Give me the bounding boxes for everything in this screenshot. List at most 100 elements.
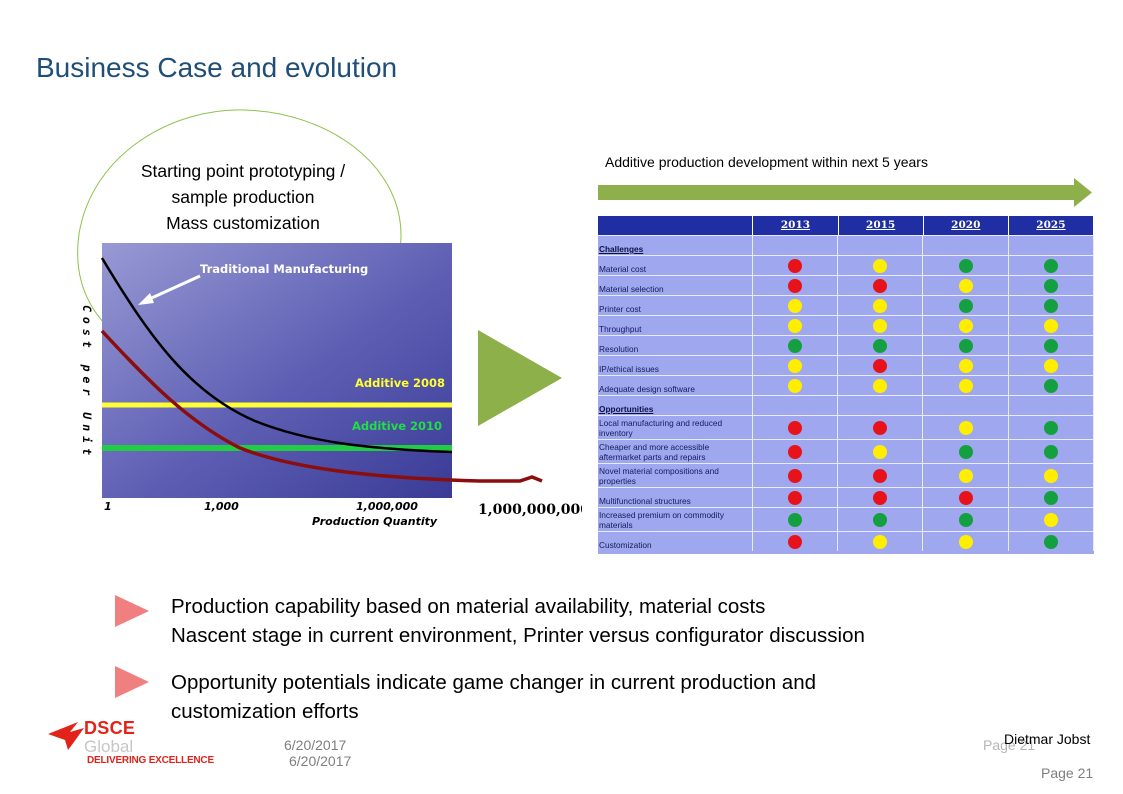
status-cell bbox=[753, 488, 839, 507]
status-cell bbox=[1009, 336, 1094, 355]
status-cell bbox=[1009, 236, 1094, 255]
status-cell bbox=[1009, 256, 1094, 275]
additive-2010-label: Additive 2010 bbox=[352, 419, 442, 433]
logo-bird-icon bbox=[48, 722, 84, 750]
roadmap-row: Cheaper and more accessible aftermarket … bbox=[598, 439, 1094, 463]
roadmap-section-row: Opportunities bbox=[598, 395, 1094, 415]
year-header: 2013 bbox=[753, 216, 839, 235]
bullet-arrow-icon bbox=[115, 666, 149, 698]
status-cell bbox=[838, 236, 924, 255]
roadmap-row: Novel material compositions and properti… bbox=[598, 463, 1094, 487]
green-status-dot-icon bbox=[787, 512, 802, 527]
red-status-dot-icon bbox=[787, 258, 802, 273]
status-cell bbox=[1009, 416, 1094, 439]
y-axis-label: Cost per Unit bbox=[80, 305, 94, 460]
status-cell bbox=[753, 464, 839, 487]
status-cell bbox=[923, 316, 1009, 335]
status-cell bbox=[1009, 316, 1094, 335]
yellow-status-dot-icon bbox=[787, 358, 802, 373]
status-cell bbox=[838, 396, 924, 415]
roadmap-row: IP/ethical issues bbox=[598, 355, 1094, 375]
green-status-dot-icon bbox=[1043, 534, 1058, 549]
status-cell bbox=[1009, 376, 1094, 395]
status-cell bbox=[838, 532, 924, 551]
slide-title: Business Case and evolution bbox=[36, 52, 398, 83]
red-status-dot-icon bbox=[787, 468, 802, 483]
roadmap-section-row: Challenges bbox=[598, 235, 1094, 255]
status-cell bbox=[923, 236, 1009, 255]
status-cell bbox=[753, 396, 839, 415]
bullet-line: Opportunity potentials indicate game cha… bbox=[171, 671, 817, 694]
status-cell bbox=[923, 488, 1009, 507]
yellow-status-dot-icon bbox=[958, 534, 973, 549]
green-status-dot-icon bbox=[958, 298, 973, 313]
status-cell bbox=[923, 276, 1009, 295]
row-label: Multifunctional structures bbox=[598, 488, 753, 507]
bubble-line: Mass customization bbox=[166, 213, 320, 233]
status-cell bbox=[838, 464, 924, 487]
year-header: 2025 bbox=[1009, 216, 1094, 235]
traditional-manufacturing-curve bbox=[100, 257, 453, 454]
row-label: Printer cost bbox=[598, 296, 753, 315]
status-cell bbox=[1009, 356, 1094, 375]
yellow-status-dot-icon bbox=[1043, 358, 1058, 373]
green-status-dot-icon bbox=[958, 512, 973, 527]
red-status-dot-icon bbox=[787, 534, 802, 549]
green-status-dot-icon bbox=[1043, 378, 1058, 393]
bubble-line: sample production bbox=[171, 187, 315, 207]
section-label: Opportunities bbox=[598, 396, 753, 415]
status-cell bbox=[838, 256, 924, 275]
status-cell bbox=[838, 336, 924, 355]
status-cell bbox=[923, 296, 1009, 315]
green-status-dot-icon bbox=[958, 338, 973, 353]
green-status-dot-icon bbox=[1043, 258, 1058, 273]
x-tick-label: 1 bbox=[104, 500, 112, 513]
red-status-dot-icon bbox=[787, 490, 802, 505]
yellow-status-dot-icon bbox=[1043, 468, 1058, 483]
header-corner bbox=[598, 216, 754, 235]
status-cell bbox=[753, 296, 839, 315]
yellow-status-dot-icon bbox=[958, 358, 973, 373]
roadmap-header-row: 2013 2015 2020 2025 bbox=[598, 216, 1094, 235]
green-status-dot-icon bbox=[1043, 490, 1058, 505]
green-status-dot-icon bbox=[1043, 444, 1058, 459]
red-status-dot-icon bbox=[873, 468, 888, 483]
red-status-dot-icon bbox=[958, 490, 973, 505]
bullet-line: Production capability based on material … bbox=[171, 595, 766, 618]
row-label: Local manufacturing and reduced inventor… bbox=[598, 416, 753, 439]
row-label: Throughput bbox=[598, 316, 753, 335]
x-axis-label: Production Quantity bbox=[312, 515, 438, 528]
roadmap-row: Material cost bbox=[598, 255, 1094, 275]
row-label: Increased premium on commodity materials bbox=[598, 508, 753, 531]
roadmap-body: Challenges Material cost Material selectio… bbox=[598, 235, 1094, 551]
roadmap-row: Increased premium on commodity materials bbox=[598, 507, 1094, 531]
status-cell bbox=[838, 508, 924, 531]
year-header: 2015 bbox=[839, 216, 924, 235]
green-status-dot-icon bbox=[1043, 338, 1058, 353]
status-cell bbox=[838, 488, 924, 507]
row-label: Material cost bbox=[598, 256, 753, 275]
status-cell bbox=[923, 464, 1009, 487]
yellow-status-dot-icon bbox=[958, 278, 973, 293]
page-number: Page 21 bbox=[1041, 765, 1094, 781]
logo-name: DSCE bbox=[84, 718, 136, 738]
red-status-dot-icon bbox=[873, 490, 888, 505]
x-tick-label: 1,000,000,000 bbox=[478, 502, 582, 518]
roadmap-table: 2013 2015 2020 2025 Challenges Material c… bbox=[598, 216, 1094, 554]
status-cell bbox=[838, 296, 924, 315]
timeline-arrow-icon bbox=[598, 178, 1092, 207]
status-cell bbox=[923, 508, 1009, 531]
yellow-status-dot-icon bbox=[1043, 318, 1058, 333]
green-status-dot-icon bbox=[873, 338, 888, 353]
roadmap-row: Throughput bbox=[598, 315, 1094, 335]
yellow-status-dot-icon bbox=[787, 298, 802, 313]
traditional-label: Traditional Manufacturing bbox=[200, 262, 368, 276]
green-status-dot-icon bbox=[1043, 298, 1058, 313]
status-cell bbox=[1009, 276, 1094, 295]
x-tick-label: 1,000,000 bbox=[356, 500, 418, 513]
yellow-status-dot-icon bbox=[873, 318, 888, 333]
page-number: Page 21 bbox=[983, 737, 1036, 753]
status-cell bbox=[753, 256, 839, 275]
green-status-dot-icon bbox=[1043, 278, 1058, 293]
row-label: Customization bbox=[598, 532, 753, 551]
